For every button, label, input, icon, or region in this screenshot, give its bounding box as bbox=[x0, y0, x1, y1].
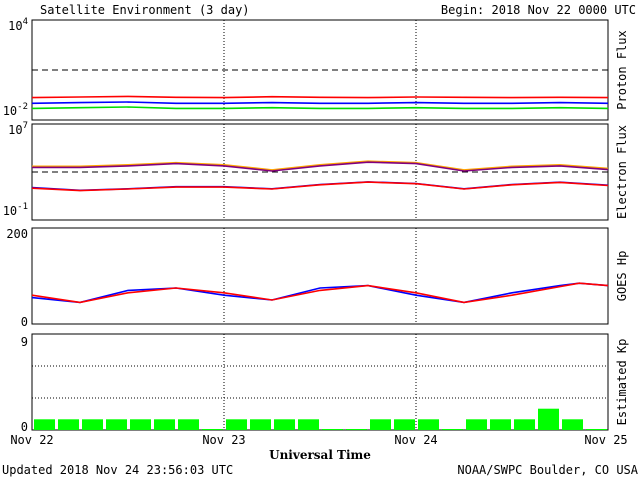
kp-bar-10 bbox=[274, 419, 295, 430]
kp-bar-19 bbox=[490, 419, 511, 430]
kp-ytick-bottom: 0 bbox=[21, 420, 28, 434]
series-line-2-0 bbox=[31, 282, 609, 304]
xtick-nov-22: Nov 22 bbox=[10, 433, 53, 447]
xtick-nov-25: Nov 25 bbox=[584, 433, 627, 447]
chart-title: Satellite Environment (3 day) bbox=[40, 3, 250, 17]
electron-ytick-bottom: 10-1 bbox=[3, 202, 28, 218]
proton-ytick-top: 104 bbox=[8, 17, 28, 33]
electron-ytick-top: 107 bbox=[8, 121, 28, 137]
kp-ylabel: Estimated Kp bbox=[615, 339, 629, 426]
series-line-0-1 bbox=[31, 101, 609, 105]
kp-bar-5 bbox=[154, 419, 175, 430]
kp-bar-20 bbox=[514, 419, 535, 430]
kp-ytick-top: 9 bbox=[21, 335, 28, 349]
kp-bar-18 bbox=[466, 419, 487, 430]
proton-frame bbox=[31, 19, 609, 121]
electron-frame bbox=[31, 123, 609, 221]
proton-ylabel: Proton Flux bbox=[615, 30, 629, 109]
goes-frame bbox=[31, 227, 609, 325]
goes-ylabel: GOES Hp bbox=[615, 251, 629, 302]
series-line-2-1 bbox=[31, 282, 609, 304]
xtick-nov-23: Nov 23 bbox=[202, 433, 245, 447]
goes-ytick-top: 200 bbox=[6, 227, 28, 241]
kp-bar-11 bbox=[298, 419, 319, 430]
kp-frame bbox=[31, 333, 609, 431]
kp-bar-1 bbox=[58, 419, 79, 430]
electron-ylabel: Electron Flux bbox=[615, 125, 629, 219]
kp-bar-0 bbox=[34, 419, 55, 430]
panel-electron-flux: 107 10-1 Electron Flux bbox=[3, 121, 629, 221]
kp-bar-16 bbox=[418, 419, 439, 430]
xaxis-label: Universal Time bbox=[269, 448, 371, 462]
kp-bar-13 bbox=[346, 429, 367, 430]
proton-ytick-bottom: 10-2 bbox=[3, 102, 28, 118]
kp-bar-7 bbox=[202, 429, 223, 430]
kp-bar-4 bbox=[130, 419, 151, 430]
panel-proton-flux: 104 10-2 Proton Flux bbox=[3, 17, 629, 121]
panel-goes-hp: 200 0 GOES Hp bbox=[6, 227, 629, 329]
kp-bar-21 bbox=[538, 408, 559, 430]
series-line-1-0 bbox=[32, 160, 609, 171]
series-line-1-3 bbox=[31, 181, 609, 192]
kp-bar-12 bbox=[322, 429, 343, 430]
source-text: NOAA/SWPC Boulder, CO USA bbox=[457, 463, 638, 477]
series-line-0-0 bbox=[31, 95, 609, 99]
kp-bar-17 bbox=[442, 429, 463, 430]
xtick-nov-24: Nov 24 bbox=[394, 433, 437, 447]
goes-ytick-bottom: 0 bbox=[21, 315, 28, 329]
kp-bar-14 bbox=[370, 419, 391, 430]
updated-text: Updated 2018 Nov 24 23:56:03 UTC bbox=[2, 463, 233, 477]
kp-bar-8 bbox=[226, 419, 247, 430]
kp-bar-9 bbox=[250, 419, 271, 430]
series-line-0-2 bbox=[31, 106, 609, 110]
kp-bar-22 bbox=[562, 419, 583, 430]
kp-bar-3 bbox=[106, 419, 127, 430]
series-line-1-1 bbox=[32, 161, 609, 172]
chart-marks bbox=[31, 20, 609, 430]
begin-label: Begin: 2018 Nov 22 0000 UTC bbox=[441, 3, 636, 17]
kp-bar-15 bbox=[394, 419, 415, 430]
kp-bar-2 bbox=[82, 419, 103, 430]
panel-estimated-kp: 9 0 Estimated Kp bbox=[21, 333, 629, 434]
kp-bar-6 bbox=[178, 419, 199, 430]
kp-bar-23 bbox=[586, 429, 607, 430]
